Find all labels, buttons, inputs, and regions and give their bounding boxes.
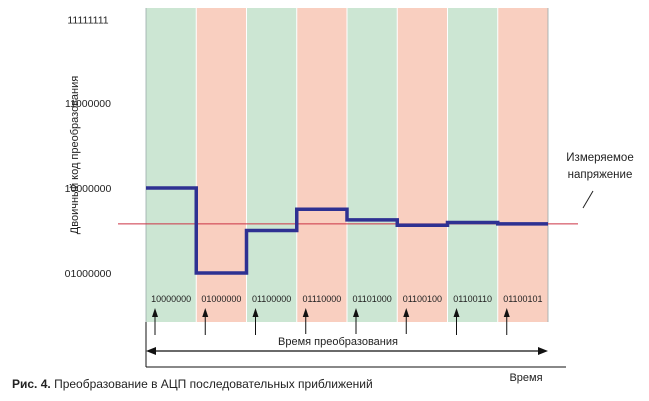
clock-arrows [152,308,510,335]
step-stripe-4 [296,8,347,322]
clock-arrow-3 [252,308,259,335]
measured-label-line1: Измеряемое [566,152,633,164]
step-stripe-6 [397,8,448,322]
clock-arrow-6 [403,308,410,335]
clock-arrow-8 [503,308,510,335]
clock-arrow-7 [453,308,460,335]
step-code-6: 01100100 [403,294,442,304]
y-axis-label: Двоичный код преобразования [69,76,81,234]
conversion-step-line [146,186,548,275]
time-axis [145,322,566,368]
grid-lines [145,8,549,322]
y-tick-2: 11000000 [65,98,111,110]
step-stripe-2 [196,8,247,322]
step-code-4: 01110000 [303,294,342,304]
step-stripe-5 [347,8,398,322]
conversion-time-bg [268,334,414,348]
step-code-8: 01100101 [503,294,542,304]
step-code-2: 01000000 [201,294,241,304]
figure-caption-text: Преобразование в АЦП последовательных пр… [50,377,373,391]
measured-label-leader [582,190,594,209]
clock-arrow-4 [302,308,309,335]
step-code-7: 01100110 [453,294,492,304]
y-tick-3: 10000000 [65,183,112,195]
y-tick-labels: 11111111 11000000 10000000 01000000 [65,14,112,280]
figure-caption: Рис. 4. Преобразование в АЦП последовате… [12,377,373,391]
step-stripe-1 [146,8,197,322]
conversion-time-arrow [146,347,548,355]
clock-arrow-1 [152,308,158,335]
figure-number: Рис. 4. [12,377,51,391]
step-stripe-3 [246,8,297,322]
step-code-1: 10000000 [151,294,191,304]
clock-arrow-2 [202,308,209,335]
clock-arrow-5 [353,308,359,335]
x-axis-label: Время [509,372,542,384]
step-stripe-8 [497,8,548,322]
step-stripes [146,8,548,322]
y-tick-4: 01000000 [65,268,112,280]
step-code-labels: 10000000 01000000 01100000 01110000 01101000… [151,294,542,304]
step-code-5: 01101000 [352,294,391,304]
step-stripe-7 [447,8,498,322]
conversion-time-label: Время преобразования [278,336,398,348]
measured-label-line2: напряжение [568,169,633,181]
y-tick-1: 11111111 [67,14,108,26]
step-code-3: 01100000 [252,294,291,304]
